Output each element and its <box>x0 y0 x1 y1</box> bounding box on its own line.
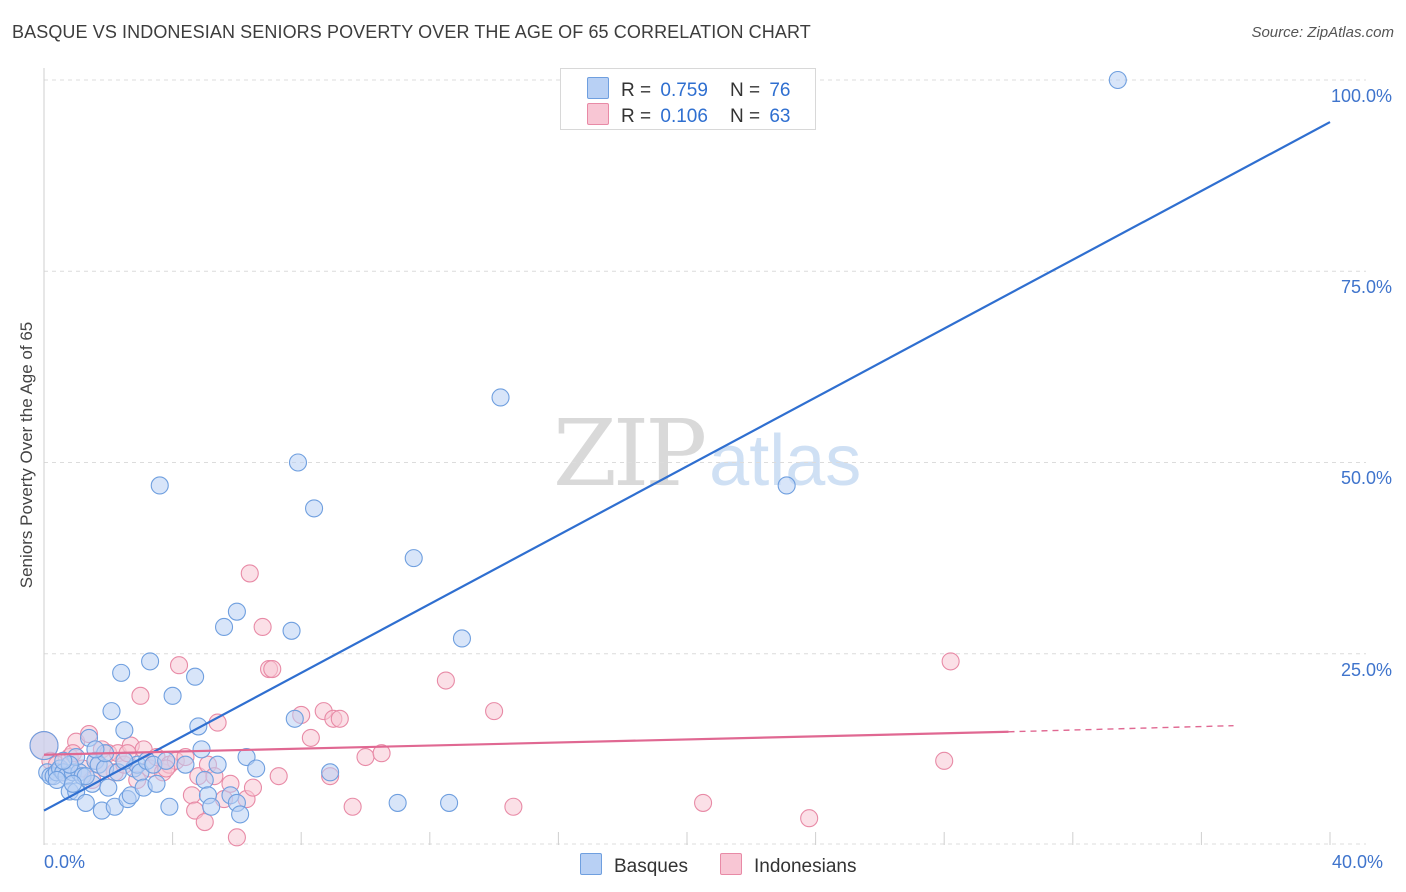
data-point[interactable] <box>288 453 308 472</box>
data-point[interactable] <box>163 686 182 705</box>
watermark: ZIPatlas <box>553 400 861 507</box>
gridlines <box>44 79 1366 845</box>
y-tick-25: 25.0% <box>1340 660 1392 680</box>
data-point[interactable] <box>436 671 455 690</box>
data-point[interactable] <box>800 809 819 828</box>
data-point[interactable] <box>491 388 510 407</box>
data-point[interactable] <box>372 744 391 763</box>
data-point[interactable] <box>99 778 118 797</box>
legend-row-indonesians: R = 0.106 N = 63 <box>587 103 791 127</box>
data-point[interactable] <box>404 549 423 568</box>
data-point[interactable] <box>47 770 66 790</box>
data-point[interactable] <box>150 476 169 495</box>
data-point[interactable] <box>112 663 131 682</box>
data-point[interactable] <box>202 797 221 816</box>
legend-item-indonesians[interactable]: Indonesians <box>720 853 856 878</box>
data-point[interactable] <box>115 721 134 740</box>
data-point[interactable] <box>231 805 250 824</box>
data-point[interactable] <box>86 740 105 759</box>
data-point[interactable] <box>214 617 234 637</box>
data-point[interactable] <box>147 774 166 793</box>
data-point[interactable] <box>29 730 59 761</box>
basques-swatch <box>587 77 609 99</box>
data-point[interactable] <box>285 709 304 728</box>
data-point[interactable] <box>440 793 459 812</box>
basques-n-label: N = <box>729 80 761 101</box>
trend-lines <box>43 121 1331 812</box>
basques-points <box>29 70 1127 824</box>
data-point[interactable] <box>504 797 523 816</box>
data-point[interactable] <box>63 774 82 793</box>
indonesians-swatch <box>587 103 609 125</box>
indonesians-n-label: N = <box>729 106 761 127</box>
data-point[interactable] <box>330 709 349 728</box>
indonesians-trend-extension <box>1008 724 1234 733</box>
data-point[interactable] <box>343 797 362 816</box>
data-point[interactable] <box>54 751 73 770</box>
data-point[interactable] <box>131 686 150 705</box>
data-point[interactable] <box>195 812 214 832</box>
data-point[interactable] <box>243 778 263 797</box>
data-point[interactable] <box>321 763 340 782</box>
basques-r-label: R = <box>621 80 652 101</box>
basques-r-value: 0.759 <box>660 80 708 101</box>
y-tick-75: 75.0% <box>1340 277 1392 297</box>
x-tick-0: 0.0% <box>44 852 86 872</box>
basques-trend-line <box>43 121 1331 812</box>
data-point[interactable] <box>227 602 246 621</box>
basques-legend-swatch <box>580 853 602 875</box>
legend-item-basques[interactable]: Basques <box>580 853 688 878</box>
data-point[interactable] <box>186 667 205 686</box>
data-point[interactable] <box>102 702 121 721</box>
data-point[interactable] <box>935 751 954 770</box>
x-tick-40: 40.0% <box>1332 852 1384 872</box>
data-point[interactable] <box>263 659 282 679</box>
indonesians-legend-label: Indonesians <box>754 856 857 877</box>
data-point[interactable] <box>253 617 272 637</box>
watermark-zip: ZIP <box>553 400 707 507</box>
data-point[interactable] <box>182 786 201 805</box>
data-point[interactable] <box>269 767 288 786</box>
data-point[interactable] <box>169 656 189 675</box>
data-point[interactable] <box>141 652 160 671</box>
axes <box>43 68 1331 845</box>
y-tick-100: 100.0% <box>1330 86 1392 106</box>
data-point[interactable] <box>208 755 227 774</box>
data-point[interactable] <box>305 499 324 518</box>
legend-row-basques: R = 0.759 N = 76 <box>587 77 791 101</box>
y-tick-50: 50.0% <box>1340 468 1392 488</box>
indonesians-trend-line <box>43 730 1009 756</box>
indonesians-legend-swatch <box>720 853 742 875</box>
data-point[interactable] <box>247 759 266 778</box>
series-legend: Basques Indonesians <box>0 853 1406 878</box>
data-point[interactable] <box>777 476 796 495</box>
data-point[interactable] <box>941 652 960 671</box>
source-credit: Source: ZipAtlas.com <box>1251 24 1394 41</box>
data-point[interactable] <box>157 751 176 770</box>
indonesians-n-value: 63 <box>769 106 791 127</box>
data-point[interactable] <box>282 621 301 640</box>
data-point[interactable] <box>192 740 211 759</box>
data-point[interactable] <box>240 564 259 583</box>
data-point[interactable] <box>1108 70 1127 90</box>
indonesians-r-label: R = <box>621 106 652 127</box>
data-point[interactable] <box>485 702 504 721</box>
basques-legend-label: Basques <box>614 856 688 877</box>
data-point[interactable] <box>195 770 214 790</box>
basques-n-value: 76 <box>769 80 791 101</box>
data-point[interactable] <box>452 629 472 648</box>
stats-legend: R = 0.759 N = 76 R = 0.106 N = 63 <box>560 68 816 130</box>
data-point[interactable] <box>356 747 375 767</box>
data-point[interactable] <box>227 828 246 847</box>
chart-title: BASQUE VS INDONESIAN SENIORS POVERTY OVE… <box>12 22 811 42</box>
data-point[interactable] <box>694 793 713 812</box>
indonesians-r-value: 0.106 <box>660 106 708 127</box>
data-point[interactable] <box>160 797 179 816</box>
data-point[interactable] <box>76 793 95 812</box>
data-point[interactable] <box>176 755 195 774</box>
data-point[interactable] <box>301 728 320 747</box>
data-point[interactable] <box>388 793 407 812</box>
